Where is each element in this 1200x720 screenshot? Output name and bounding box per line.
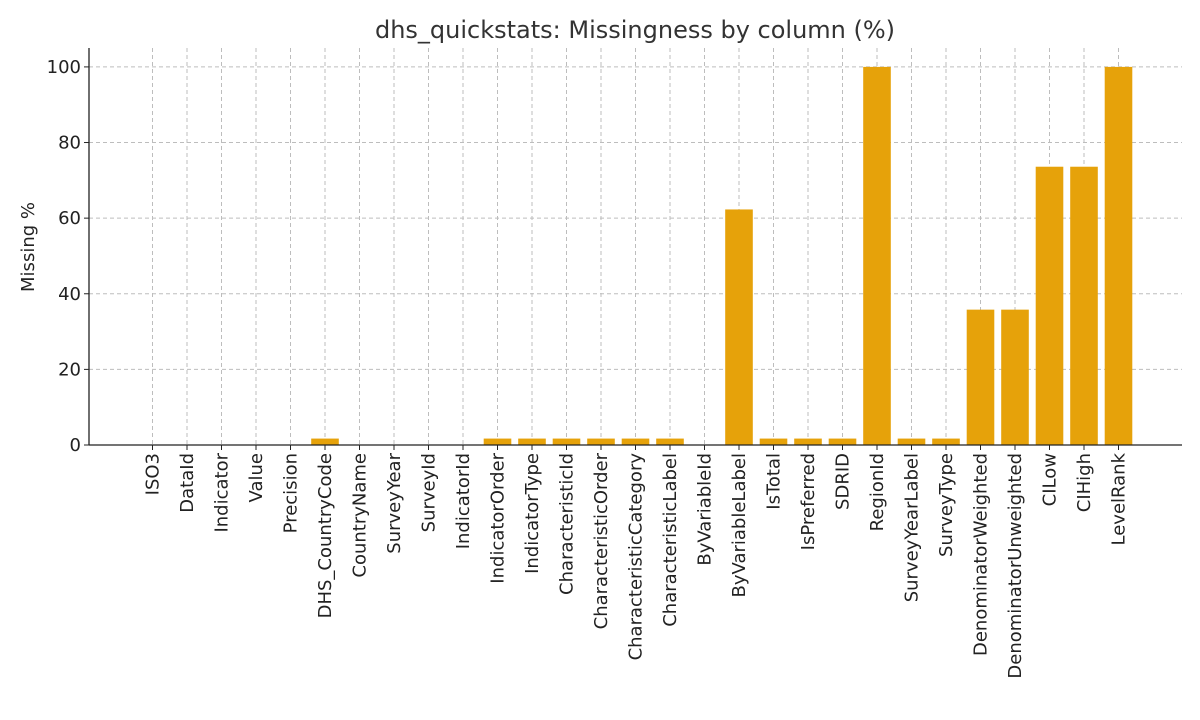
- y-tick-label: 80: [58, 133, 81, 154]
- bar-sdrid: [828, 438, 857, 445]
- x-tick-label: DenominatorWeighted: [971, 453, 992, 656]
- bar-characteristicorder: [587, 438, 615, 445]
- bar-denominatorunweighted: [1001, 309, 1029, 445]
- x-tick-label: Precision: [281, 453, 302, 533]
- y-tick-label: 100: [47, 57, 81, 78]
- x-tick-label: SurveyYearLabel: [902, 453, 923, 602]
- x-tick-label: SurveyYear: [384, 452, 405, 553]
- bar-characteristicid: [552, 438, 581, 445]
- x-tick-label: CharacteristicLabel: [660, 453, 681, 627]
- bar-denominatorweighted: [966, 309, 995, 445]
- bar-surveytype: [932, 438, 960, 445]
- x-tick-label: Indicator: [212, 452, 233, 532]
- x-tick-labels: ISO3 DataId Indicator Value Precision DHS_Cou…: [143, 445, 1130, 679]
- x-tick-label: ByVariableLabel: [729, 453, 750, 597]
- x-tick-label: RegionId: [867, 453, 888, 531]
- x-tick-label: IndicatorId: [453, 453, 474, 549]
- x-tick-label: ByVariableId: [695, 453, 716, 566]
- bar-ispreferred: [794, 438, 822, 445]
- x-tick-label: IndicatorOrder: [488, 452, 509, 583]
- x-tick-label: IsPreferred: [798, 453, 819, 550]
- bar-characteristiccategory: [621, 438, 650, 445]
- x-tick-label: SDRID: [833, 453, 854, 510]
- bars-layer: [311, 66, 1133, 446]
- x-tick-label: IndicatorType: [522, 453, 543, 574]
- bar-cihigh: [1070, 166, 1098, 445]
- x-tick-label: CIHigh: [1074, 453, 1095, 512]
- chart-title: dhs_quickstats: Missingness by column (%…: [375, 16, 895, 44]
- bar-dhs-countrycode: [311, 438, 339, 445]
- bar-regionid: [863, 66, 891, 446]
- y-ticks: 0 20 40 60 80 100: [47, 57, 89, 456]
- x-tick-label: CharacteristicOrder: [591, 452, 612, 629]
- bar-indicatororder: [483, 438, 512, 445]
- x-tick-label: CILow: [1040, 453, 1061, 506]
- bar-characteristiclabel: [656, 438, 684, 445]
- x-tick-label: SurveyId: [419, 453, 440, 532]
- bar-surveyyearlabel: [897, 438, 926, 445]
- bar-byvariablelabel: [725, 209, 753, 445]
- x-tick-label: CharacteristicCategory: [626, 453, 647, 661]
- x-tick-label: DenominatorUnweighted: [1005, 453, 1026, 679]
- x-tick-label: IsTotal: [764, 453, 785, 510]
- grid-layer: [89, 48, 1182, 446]
- x-tick-label: DHS_CountryCode: [315, 453, 336, 618]
- bar-indicatortype: [518, 438, 546, 445]
- bar-istotal: [759, 438, 788, 445]
- x-tick-label: CountryName: [350, 453, 371, 578]
- y-tick-label: 60: [58, 208, 81, 229]
- x-tick-label: Value: [246, 453, 267, 502]
- x-tick-label: DataId: [177, 453, 198, 513]
- x-tick-label: SurveyType: [936, 453, 957, 557]
- x-tick-label: LevelRank: [1109, 452, 1130, 545]
- x-tick-label: CharacteristicId: [557, 453, 578, 595]
- y-tick-label: 20: [58, 359, 81, 380]
- bar-levelrank: [1104, 66, 1133, 446]
- y-axis-label: Missing %: [18, 202, 39, 292]
- x-tick-label: ISO3: [143, 453, 164, 495]
- bar-cilow: [1035, 166, 1064, 445]
- y-tick-label: 0: [70, 435, 81, 456]
- y-tick-label: 40: [58, 284, 81, 305]
